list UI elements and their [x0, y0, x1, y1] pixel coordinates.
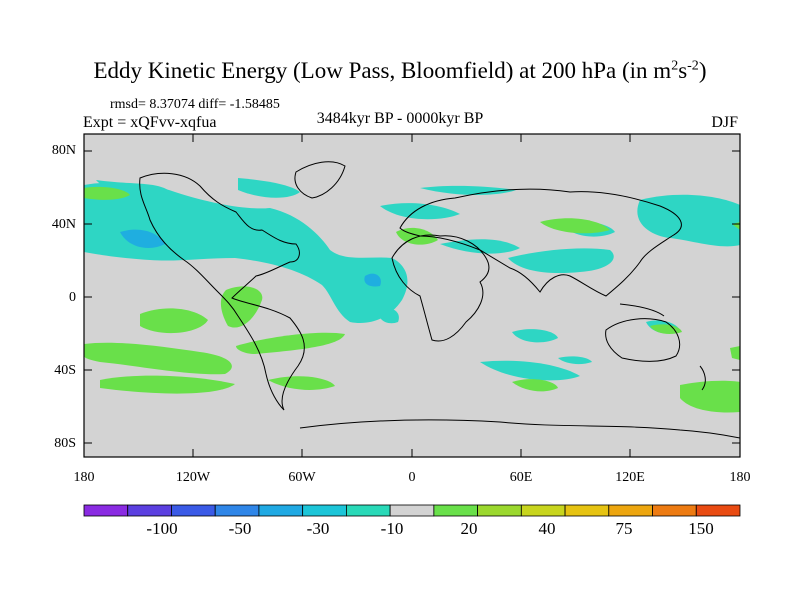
x-tick-label: 180 — [729, 470, 751, 485]
s-pacific-patch — [140, 308, 208, 334]
africa-coastline — [391, 234, 490, 342]
antarctica-coastline — [299, 419, 740, 439]
colorbar-swatch — [520, 504, 566, 517]
chart-title: Eddy Kinetic Energy (Low Pass, Bloomfiel… — [93, 58, 707, 83]
colorbar-swatch — [171, 504, 216, 517]
colorbar-label: -50 — [228, 519, 252, 538]
colorbar-swatch — [564, 504, 610, 517]
colorbar-swatch — [258, 504, 304, 517]
southern-ocean-patch — [480, 360, 580, 381]
colorbar-swatch — [127, 504, 172, 517]
map-background — [84, 134, 740, 457]
experiment-label: Expt = xQFvv-xqfua — [83, 114, 217, 131]
negative-anomaly-regions — [84, 178, 740, 381]
colorbar-label: 20 — [460, 519, 478, 538]
eurasia-coastline — [399, 188, 682, 297]
x-tick-label: 60W — [288, 470, 316, 485]
colorbar-label: -30 — [306, 519, 330, 538]
x-tick-label: 120E — [615, 470, 645, 485]
greenland-coastline — [294, 161, 346, 199]
season-label: DJF — [711, 114, 738, 131]
new-zealand-coastline — [699, 365, 706, 391]
colorbar — [83, 504, 741, 517]
s-pacific-east-patch — [680, 380, 740, 413]
colorbar-swatch — [389, 504, 435, 517]
australia-coastline — [605, 318, 681, 362]
colorbar-swatch — [83, 504, 129, 517]
y-ticks — [84, 150, 740, 444]
stats-label: rmsd= 8.37074 diff= -1.58485 — [110, 97, 280, 112]
x-ticks — [192, 134, 631, 457]
n-atlantic-pacific-band — [84, 182, 408, 324]
colorbar-swatch — [695, 504, 741, 517]
indonesia-coastline — [619, 303, 665, 317]
y-tick-label: 80N — [51, 143, 76, 158]
y-tick-label: 40N — [51, 217, 76, 232]
colorbar-swatch — [214, 504, 260, 517]
map-area — [84, 134, 740, 457]
y-tick-label: 0 — [69, 290, 76, 305]
colorbar-label: 75 — [615, 519, 633, 538]
colorbar-swatch — [652, 504, 697, 517]
asia-band — [508, 248, 614, 274]
colorbar-swatch — [302, 504, 347, 517]
americas-coastline — [139, 172, 305, 411]
y-tick-label: 80S — [54, 436, 76, 451]
colorbar-swatch — [433, 504, 478, 517]
colorbar-label: -10 — [380, 519, 404, 538]
colorbar-swatch — [345, 504, 391, 517]
colorbar-swatch — [477, 504, 522, 517]
x-tick-label: 180 — [73, 470, 95, 485]
s-america-patch — [220, 286, 263, 328]
southern-band-west — [84, 342, 232, 375]
coastlines — [139, 161, 740, 439]
x-tick-label: 60E — [509, 470, 533, 485]
colorbar-label: -100 — [146, 519, 178, 538]
strong-negative-regions — [120, 229, 381, 287]
x-tick-label: 120W — [175, 470, 211, 485]
colorbar-label: 150 — [688, 519, 714, 538]
period-label: 3484kyr BP - 0000kyr BP — [316, 110, 484, 127]
colorbar-label: 40 — [538, 519, 556, 538]
x-tick-label: 0 — [408, 470, 416, 485]
y-tick-label: 40S — [54, 363, 76, 378]
colorbar-swatch — [608, 504, 653, 517]
n-america-patch — [238, 178, 300, 198]
positive-anomaly-regions — [84, 186, 740, 413]
